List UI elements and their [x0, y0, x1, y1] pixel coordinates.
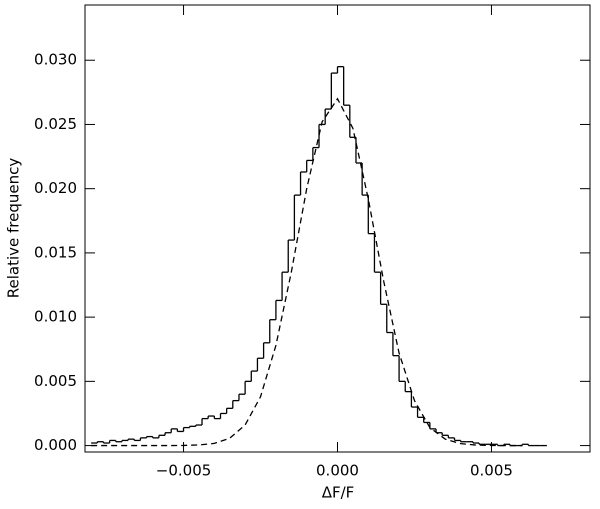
fit-line	[91, 97, 523, 447]
y-tick-label: 0.000	[34, 436, 77, 454]
x-tick-label: 0.005	[470, 462, 513, 480]
y-tick-label: 0.030	[34, 51, 77, 69]
y-tick-label: 0.020	[34, 179, 77, 197]
y-tick-label: 0.025	[34, 115, 77, 133]
y-tick-label: 0.010	[34, 308, 77, 326]
x-axis-label: ΔF/F	[322, 484, 355, 502]
y-tick-label: 0.015	[34, 243, 77, 261]
y-tick-label: 0.005	[34, 372, 77, 390]
x-tick-label: −0.005	[156, 462, 212, 480]
x-tick-label: 0.000	[316, 462, 359, 480]
y-axis-label: Relative frequency	[5, 158, 23, 299]
